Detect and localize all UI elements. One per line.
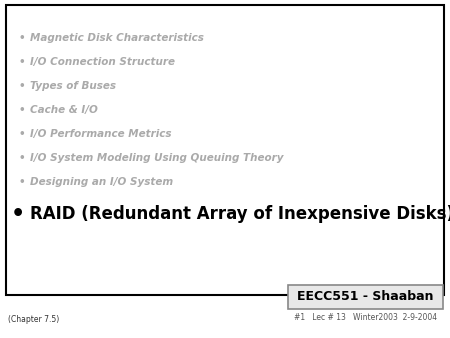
Text: #1   Lec # 13   Winter2003  2-9-2004: #1 Lec # 13 Winter2003 2-9-2004 [294, 314, 437, 322]
Bar [6, 5, 444, 295]
Text: I/O Performance Metrics: I/O Performance Metrics [30, 129, 171, 139]
Text: •: • [11, 204, 25, 224]
Text: Designing an I/O System: Designing an I/O System [30, 177, 173, 187]
Text: (Chapter 7.5): (Chapter 7.5) [8, 315, 59, 324]
Text: RAID (Redundant Array of Inexpensive Disks): RAID (Redundant Array of Inexpensive Dis… [30, 205, 450, 223]
Text: EECC551 - Shaaban: EECC551 - Shaaban [297, 290, 434, 304]
Text: •: • [19, 129, 25, 139]
Text: •: • [19, 81, 25, 91]
Text: •: • [19, 105, 25, 115]
Text: •: • [19, 153, 25, 163]
Text: •: • [19, 33, 25, 43]
Text: I/O System Modeling Using Queuing Theory: I/O System Modeling Using Queuing Theory [30, 153, 283, 163]
Text: Magnetic Disk Characteristics: Magnetic Disk Characteristics [30, 33, 204, 43]
Text: Cache & I/O: Cache & I/O [30, 105, 98, 115]
Text: •: • [19, 57, 25, 67]
Text: I/O Connection Structure: I/O Connection Structure [30, 57, 175, 67]
Bar [288, 285, 443, 309]
Text: •: • [19, 177, 25, 187]
Text: Types of Buses: Types of Buses [30, 81, 116, 91]
